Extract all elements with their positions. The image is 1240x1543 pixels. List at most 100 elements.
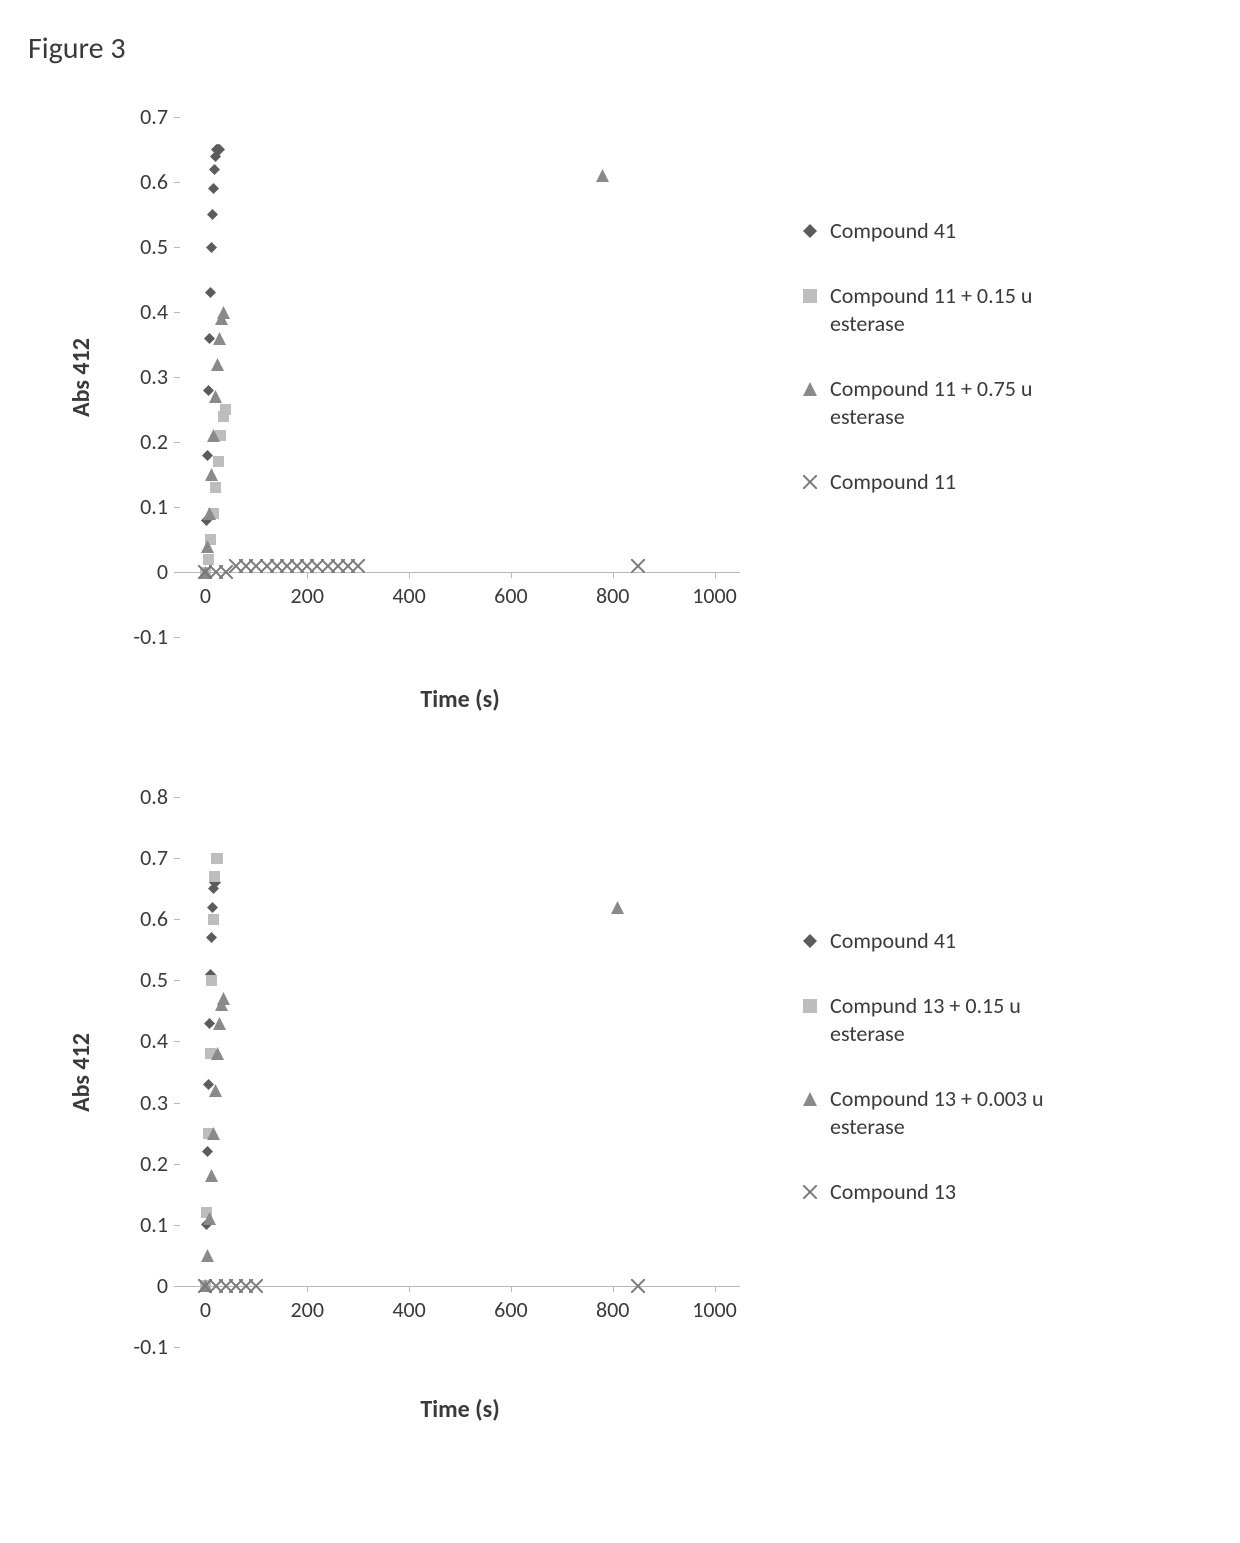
legend-entry: Compound 41 — [800, 927, 1100, 956]
y-tick — [174, 858, 180, 859]
data-point — [217, 306, 230, 319]
x-axis-label: Time (s) — [400, 685, 520, 714]
x-tick-label: 200 — [277, 582, 337, 609]
data-point — [209, 164, 220, 175]
data-point — [209, 1084, 222, 1097]
y-tick — [174, 637, 180, 638]
legend: Compound 41 Compund 13 + 0.15 u esterase C… — [800, 927, 1100, 1243]
y-tick-label: 0.4 — [110, 1027, 168, 1054]
y-tick — [174, 377, 180, 378]
y-tick — [174, 1164, 180, 1165]
y-tick-label: 0.7 — [110, 103, 168, 130]
data-point — [202, 1146, 213, 1157]
y-tick-label: 0.3 — [110, 1089, 168, 1116]
legend-marker-icon — [800, 996, 820, 1016]
legend-entry: Compound 11 + 0.15 u esterase — [800, 282, 1100, 339]
data-point — [207, 209, 218, 220]
legend-entry: Compound 41 — [800, 217, 1100, 246]
y-tick — [174, 442, 180, 443]
data-point — [212, 853, 223, 864]
data-point — [249, 1279, 263, 1293]
data-point — [631, 559, 645, 573]
x-tick-label: 1000 — [685, 582, 745, 609]
data-point — [205, 468, 218, 481]
chart-bottom: -0.100.10.20.30.40.50.60.70.802004006008… — [20, 777, 1220, 1457]
data-point — [611, 901, 624, 914]
y-tick-label: 0.6 — [110, 168, 168, 195]
y-tick — [174, 1041, 180, 1042]
page: Figure 3 -0.100.10.20.30.40.50.60.702004… — [0, 0, 1240, 1543]
y-axis-label: Abs 412 — [67, 338, 96, 417]
x-tick-label: 400 — [379, 1296, 439, 1323]
legend-label: Compound 11 + 0.15 u esterase — [830, 282, 1100, 339]
legend-marker-icon — [800, 379, 820, 399]
data-point — [209, 390, 222, 403]
x-tick-label: 600 — [481, 582, 541, 609]
y-tick-label: 0 — [110, 1272, 168, 1299]
y-tick-label: 0.7 — [110, 844, 168, 871]
data-point — [206, 932, 217, 943]
legend-label: Compound 13 + 0.003 u esterase — [830, 1085, 1100, 1142]
data-point — [207, 429, 220, 442]
x-tick-label: 400 — [379, 582, 439, 609]
data-point — [211, 1047, 224, 1060]
x-tick-label: 600 — [481, 1296, 541, 1323]
y-tick — [174, 980, 180, 981]
x-tick-label: 0 — [175, 1296, 235, 1323]
legend-label: Compund 13 + 0.15 u esterase — [830, 992, 1100, 1049]
data-point — [213, 332, 226, 345]
y-tick — [174, 572, 180, 573]
chart-top: -0.100.10.20.30.40.50.60.702004006008001… — [20, 97, 1220, 737]
x-tick — [409, 1286, 410, 1292]
y-tick — [174, 312, 180, 313]
legend-marker-icon — [800, 221, 820, 241]
data-point — [206, 242, 217, 253]
x-tick-label: 1000 — [685, 1296, 745, 1323]
legend-marker-icon — [800, 931, 820, 951]
legend-label: Compound 11 — [830, 468, 956, 497]
x-tick-label: 800 — [583, 1296, 643, 1323]
data-point — [214, 144, 225, 155]
y-tick — [174, 117, 180, 118]
y-tick-label: -0.1 — [110, 623, 168, 650]
x-tick — [715, 572, 716, 578]
data-point — [203, 554, 214, 565]
legend-label: Compound 13 — [830, 1178, 956, 1207]
x-tick-label: 0 — [175, 582, 235, 609]
y-tick — [174, 182, 180, 183]
y-tick-label: 0.5 — [110, 233, 168, 260]
y-tick-label: 0.6 — [110, 905, 168, 932]
legend-label: Compound 11 + 0.75 u esterase — [830, 375, 1100, 432]
y-axis-label: Abs 412 — [67, 1033, 96, 1112]
x-tick-label: 800 — [583, 582, 643, 609]
data-point — [208, 914, 219, 925]
data-point — [201, 540, 214, 553]
data-point — [220, 404, 231, 415]
data-point — [213, 1017, 226, 1030]
y-tick-label: 0.5 — [110, 966, 168, 993]
data-point — [217, 992, 230, 1005]
x-tick — [511, 572, 512, 578]
data-point — [207, 902, 218, 913]
x-tick — [715, 1286, 716, 1292]
data-point — [213, 456, 224, 467]
data-point — [211, 358, 224, 371]
y-tick — [174, 797, 180, 798]
data-point — [202, 450, 213, 461]
y-tick-label: 0.1 — [110, 1211, 168, 1238]
legend-marker-icon — [800, 472, 820, 492]
x-tick — [307, 1286, 308, 1292]
legend-entry: Compound 11 + 0.75 u esterase — [800, 375, 1100, 432]
x-axis-label: Time (s) — [400, 1395, 520, 1424]
legend: Compound 41 Compound 11 + 0.15 u esterase… — [800, 217, 1100, 533]
y-tick-label: 0 — [110, 558, 168, 585]
data-point — [203, 1212, 216, 1225]
legend-marker-icon — [800, 286, 820, 306]
y-tick — [174, 1347, 180, 1348]
legend-entry: Compound 13 + 0.003 u esterase — [800, 1085, 1100, 1142]
data-point — [205, 1169, 218, 1182]
x-tick — [307, 572, 308, 578]
data-point — [351, 559, 365, 573]
legend-entry: Compound 13 — [800, 1178, 1100, 1207]
y-tick — [174, 1286, 180, 1287]
